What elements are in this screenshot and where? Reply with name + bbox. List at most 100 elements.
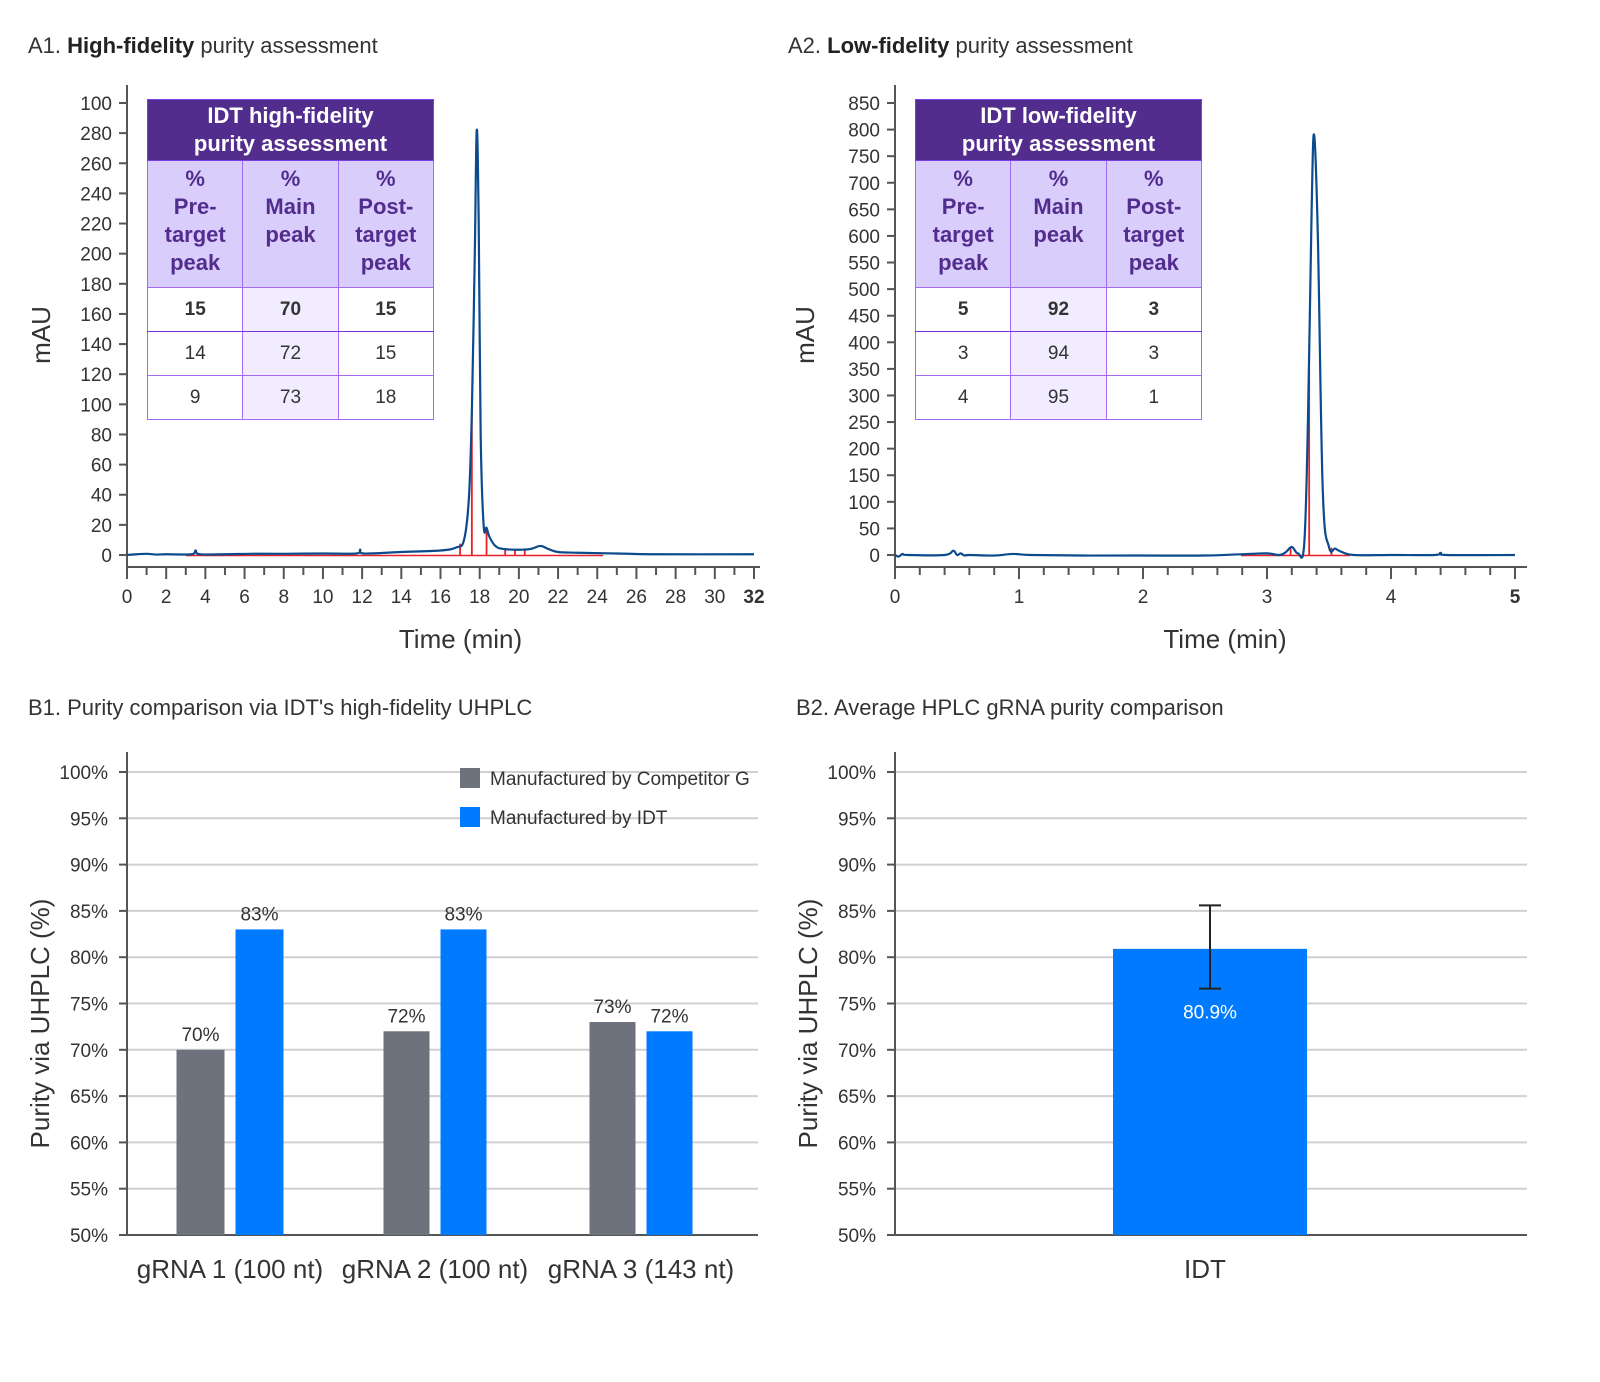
y-tick-label: 260 (80, 154, 112, 175)
col-text: Main (1033, 194, 1084, 219)
a2-col-pre-target: % Pre- target peak (914, 160, 1012, 288)
table-cell: 1 (1105, 375, 1203, 420)
y-tick-label: 85% (70, 902, 108, 923)
a1-table-header-line1: IDT high-fidelity (207, 103, 374, 128)
bar-idt (646, 1031, 693, 1235)
y-tick-label: 95% (70, 809, 108, 830)
col-text: peak (1128, 250, 1179, 275)
col-text: % (1048, 166, 1069, 191)
y-tick-label: 0 (869, 546, 880, 567)
y-tick-label: 85% (838, 902, 876, 923)
col-text: Post- (358, 194, 414, 219)
table-cell: 5 (914, 287, 1012, 332)
table-cell: 70 (242, 287, 339, 332)
x-tick-label: 24 (587, 587, 609, 608)
chart-b2: 50% 55% 60% 65% 70% 75% 80% 85% 90% 95% 100% Purity… (793, 752, 1527, 1284)
col-text: Post- (1126, 194, 1182, 219)
x-tick-label: 8 (278, 587, 289, 608)
table-cell: 92 (1010, 287, 1107, 332)
a2-title-rest: purity assessment (955, 33, 1133, 58)
bar-competitor (383, 1031, 430, 1235)
a1-col-pre-target: % Pre- target peak (146, 160, 244, 288)
bar-idt (440, 929, 487, 1235)
x-tick-label: 3 (1262, 587, 1273, 608)
chart-a2: 0501001502002503003504004505005506006507… (790, 85, 1527, 654)
y-tick-label: 100 (80, 395, 112, 416)
x-category-label: gRNA 3 (143 nt) (548, 1254, 734, 1284)
x-tick-label: 26 (626, 587, 647, 608)
y-tick-label: 60% (838, 1133, 876, 1154)
table-cell: 15 (146, 287, 244, 332)
y-tick-label: 80% (838, 948, 876, 969)
table-cell: 94 (1010, 331, 1107, 376)
x-tick-label: 6 (239, 587, 250, 608)
y-tick-label: 80 (91, 425, 112, 446)
x-tick-label: 0 (122, 587, 133, 608)
a1-col-main: % Main peak (242, 160, 339, 288)
bar-value-label: 70% (181, 1025, 219, 1046)
y-tick-label: 160 (80, 305, 112, 326)
col-text: Pre- (941, 194, 985, 219)
bar-value-label: 83% (240, 904, 278, 925)
a2-purity-table: IDT low-fidelity purity assessment % Pre… (914, 99, 1203, 420)
col-text: peak (360, 250, 411, 275)
y-tick-label: 75% (70, 995, 108, 1016)
table-row: 14 72 15 (146, 331, 435, 376)
bar-value-label: 73% (593, 997, 631, 1018)
y-tick-label: 100 (80, 94, 112, 115)
col-text: Main (265, 194, 316, 219)
col-text: peak (938, 250, 989, 275)
x-tick-label: 18 (469, 587, 490, 608)
y-tick-label: 55% (838, 1180, 876, 1201)
table-cell: 3 (914, 331, 1012, 376)
y-tick-label: 800 (848, 121, 880, 142)
x-tick-label: 28 (665, 587, 686, 608)
a2-title: A2. Low-fidelity purity assessment (788, 33, 1133, 59)
table-row: 9 73 18 (146, 375, 435, 420)
a2-table-header: IDT low-fidelity purity assessment (915, 99, 1202, 161)
a1-col-post-target: % Post- target peak (337, 160, 435, 288)
chromatogram-trace (894, 133, 1516, 559)
col-text: % (376, 166, 396, 191)
x-tick-label: 4 (1386, 587, 1397, 608)
table-cell: 15 (337, 331, 435, 376)
bar-competitor (589, 1022, 636, 1235)
a1-table-header: IDT high-fidelity purity assessment (147, 99, 434, 161)
x-tick-label: 20 (508, 587, 529, 608)
a2-table-header-line1: IDT low-fidelity (980, 103, 1137, 128)
y-tick-label: 280 (80, 124, 112, 145)
x-tick-label: 5 (1510, 587, 1521, 608)
y-tick-label: 250 (848, 413, 880, 434)
y-tick-label: 300 (848, 386, 880, 407)
y-tick-label: 80% (70, 948, 108, 969)
y-axis-title: mAU (790, 306, 820, 364)
y-tick-label: 60% (70, 1133, 108, 1154)
y-tick-label: 60 (91, 456, 112, 477)
y-tick-label: 220 (80, 215, 112, 236)
y-tick-label: 40 (91, 486, 112, 507)
y-tick-label: 180 (80, 275, 112, 296)
col-text: peak (265, 222, 316, 247)
a2-title-prefix: A2. (788, 33, 822, 58)
a2-col-post-target: % Post- target peak (1105, 160, 1203, 288)
bar-idt (235, 929, 284, 1235)
y-tick-label: 50 (859, 519, 880, 540)
x-tick-label: 1 (1014, 587, 1025, 608)
x-tick-label: 30 (704, 587, 725, 608)
x-category-label: gRNA 1 (100 nt) (137, 1254, 323, 1284)
bar-value-label: 80.9% (1183, 1003, 1237, 1024)
table-cell: 4 (914, 375, 1012, 420)
x-tick-label: 0 (890, 587, 901, 608)
table-cell: 3 (1105, 287, 1203, 332)
y-tick-label: 70% (70, 1041, 108, 1062)
x-tick-label: 2 (1138, 587, 1149, 608)
y-tick-label: 55% (70, 1180, 108, 1201)
y-tick-label: 65% (70, 1087, 108, 1108)
chart-a1: 0204060801001201401601802002202402602801… (26, 85, 765, 654)
x-tick-label: 10 (312, 587, 333, 608)
y-tick-label: 90% (838, 856, 876, 877)
y-tick-label: 750 (848, 147, 880, 168)
b2-title: B2. Average HPLC gRNA purity comparison (796, 695, 1224, 720)
y-tick-label: 650 (848, 200, 880, 221)
